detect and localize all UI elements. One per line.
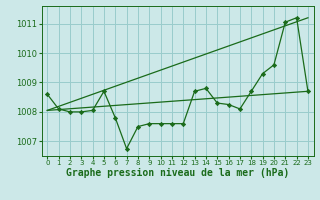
X-axis label: Graphe pression niveau de la mer (hPa): Graphe pression niveau de la mer (hPa) [66,168,289,178]
